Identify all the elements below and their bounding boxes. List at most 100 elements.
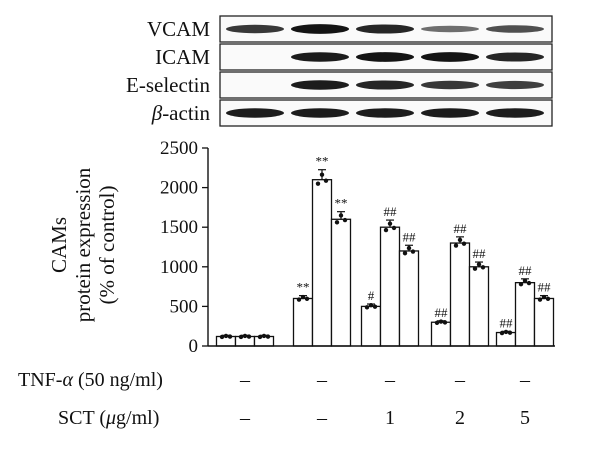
sct-value: 2 bbox=[455, 407, 465, 429]
data-point bbox=[304, 296, 310, 301]
data-point bbox=[364, 305, 370, 310]
blot-band bbox=[356, 24, 414, 34]
significance-mark: ## bbox=[519, 263, 533, 278]
bar bbox=[360, 305, 382, 347]
blot-band bbox=[356, 108, 414, 118]
y-tick-label: 2000 bbox=[160, 178, 198, 199]
data-point bbox=[541, 294, 547, 300]
significance-mark: ## bbox=[500, 315, 514, 330]
significance-mark: ## bbox=[473, 246, 487, 261]
y-tick-label: 0 bbox=[189, 336, 199, 357]
data-point bbox=[342, 217, 348, 223]
data-point bbox=[257, 334, 263, 340]
blot-label-vcam: VCAM bbox=[147, 17, 210, 41]
y-tick-label: 500 bbox=[170, 296, 199, 317]
blot-band bbox=[486, 25, 544, 33]
significance-mark: ## bbox=[403, 229, 417, 244]
data-point bbox=[461, 241, 467, 246]
sct-row-label: SCT (μg/ml) bbox=[58, 407, 159, 429]
significance-mark: ## bbox=[454, 221, 468, 236]
data-point bbox=[537, 297, 543, 302]
data-point bbox=[368, 303, 374, 308]
y-tick-label: 2500 bbox=[160, 138, 198, 159]
blot-row-beta-actin: β-actin bbox=[151, 99, 553, 127]
blot-band bbox=[291, 80, 349, 90]
tnf-value: – bbox=[454, 369, 466, 391]
y-axis-label-line-3: (% of control) bbox=[95, 186, 119, 305]
data-point bbox=[265, 334, 271, 339]
data-point bbox=[406, 245, 412, 251]
bar bbox=[311, 179, 333, 347]
blot-label-icam: ICAM bbox=[155, 45, 210, 69]
data-point bbox=[480, 265, 486, 270]
data-point bbox=[442, 320, 448, 325]
data-point bbox=[453, 243, 459, 248]
data-point bbox=[323, 178, 329, 183]
blot-band bbox=[226, 108, 284, 118]
data-point bbox=[296, 297, 302, 302]
data-point bbox=[545, 296, 551, 301]
sct-value: 1 bbox=[385, 407, 395, 429]
tnf-value: – bbox=[316, 369, 328, 391]
data-point bbox=[219, 334, 225, 340]
y-tick-label: 1000 bbox=[160, 257, 198, 278]
significance-mark: ** bbox=[335, 196, 348, 211]
bar bbox=[330, 218, 352, 347]
blot-band bbox=[421, 25, 479, 33]
blot-band bbox=[421, 52, 479, 62]
bar bbox=[292, 297, 314, 347]
data-point bbox=[319, 172, 325, 177]
significance-mark: ** bbox=[297, 280, 310, 295]
data-point bbox=[338, 213, 344, 218]
blot-band bbox=[356, 52, 414, 62]
blot-row-vcam: VCAM bbox=[147, 15, 553, 43]
bar bbox=[449, 242, 471, 347]
y-tick-label: 1500 bbox=[160, 217, 198, 238]
y-axis-label-line-2: protein expression bbox=[71, 167, 95, 322]
data-point bbox=[518, 281, 524, 287]
data-point bbox=[410, 249, 416, 254]
blot-band bbox=[291, 108, 349, 118]
blot-band bbox=[291, 52, 349, 62]
data-point bbox=[261, 333, 267, 339]
blot-band bbox=[421, 80, 479, 90]
data-point bbox=[457, 237, 463, 243]
blot-band bbox=[486, 80, 544, 90]
blot-band bbox=[486, 108, 544, 118]
significance-mark: ## bbox=[435, 305, 449, 320]
bar bbox=[379, 226, 401, 347]
blot-row-icam: ICAM bbox=[155, 43, 553, 71]
data-point bbox=[246, 334, 252, 339]
data-point bbox=[227, 334, 233, 339]
significance-mark: # bbox=[368, 288, 375, 303]
data-point bbox=[499, 330, 505, 336]
bar bbox=[495, 331, 517, 347]
bar bbox=[468, 266, 490, 347]
data-point bbox=[242, 333, 248, 339]
sct-value: – bbox=[239, 407, 251, 429]
blot-band bbox=[486, 52, 544, 62]
data-point bbox=[522, 278, 528, 283]
blot-label-beta-actin: β-actin bbox=[151, 101, 211, 125]
data-point bbox=[391, 225, 397, 231]
blot-label-e-selectin: E-selectin bbox=[126, 73, 210, 97]
tnf-value: – bbox=[384, 369, 396, 391]
data-point bbox=[300, 294, 306, 300]
tnf-row-label: TNF-α (50 ng/ml) bbox=[18, 369, 163, 391]
bar-chart: CAMs protein expression (% of control) 0… bbox=[47, 138, 555, 357]
data-point bbox=[383, 227, 389, 233]
data-point bbox=[434, 320, 440, 326]
sct-value: – bbox=[316, 407, 328, 429]
data-point bbox=[507, 330, 513, 335]
blot-band bbox=[226, 24, 284, 34]
data-point bbox=[472, 266, 478, 271]
significance-mark: ## bbox=[384, 204, 398, 219]
tnf-value: – bbox=[519, 369, 531, 391]
condition-table: TNF-α (50 ng/ml) SCT (μg/ml) – – – – – 1 – 2 – 5 bbox=[18, 369, 531, 429]
bar bbox=[430, 321, 452, 347]
data-point bbox=[476, 262, 482, 267]
data-point bbox=[334, 220, 340, 225]
y-axis-label-line-1: CAMs bbox=[47, 217, 71, 273]
data-point bbox=[238, 334, 244, 340]
